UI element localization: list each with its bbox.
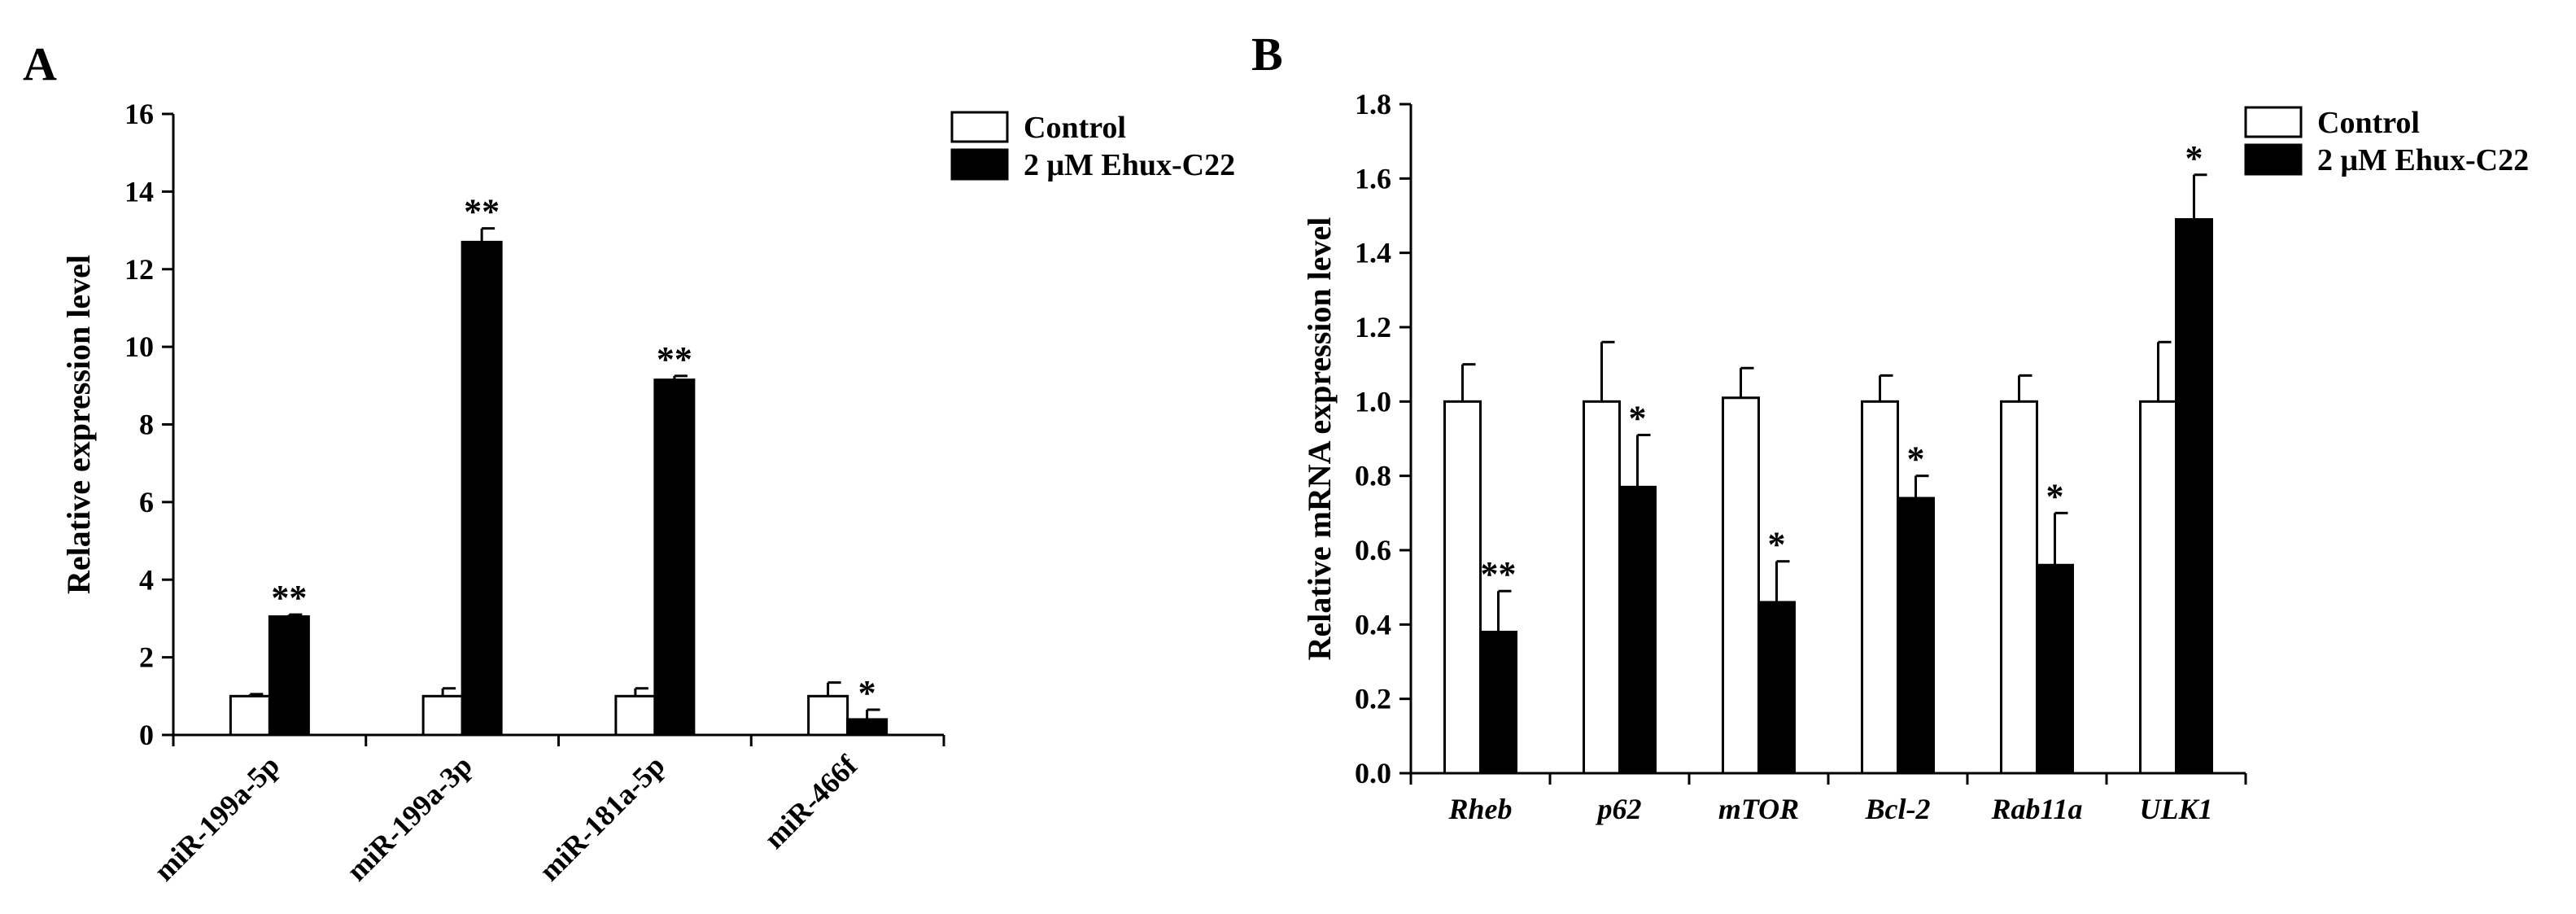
chart-b: 0.0 0.2 0.4 0.6 0.8 1.0 1.2 1.4 1.6 1.8 Relative m…: [1301, 88, 2529, 825]
x-tick-label: miR-199a-5p: [147, 749, 286, 887]
y-tick-label: 14: [124, 175, 154, 208]
significance-mark: *: [858, 673, 876, 713]
x-tick-label: mTOR: [1718, 793, 1799, 825]
y-tick-label: 8: [139, 409, 154, 441]
y-tick-label: 1.2: [1355, 311, 1391, 343]
x-tick-label: Rheb: [1447, 793, 1512, 825]
treatment-bar: [1618, 485, 1657, 775]
control-bar: [2000, 400, 2038, 775]
control-bar: [1861, 400, 1899, 775]
legend-swatch-control: [950, 111, 1009, 143]
y-tick-label: 1.0: [1355, 385, 1391, 418]
control-bar: [1722, 396, 1760, 775]
control-bar: [807, 694, 849, 737]
significance-mark: **: [464, 192, 500, 232]
y-tick-label: 0.6: [1355, 534, 1391, 566]
y-tick-label: 16: [124, 98, 154, 130]
treatment-bar: [653, 378, 696, 737]
x-tick-label: Bcl-2: [1865, 793, 1931, 825]
treatment-bar: [1897, 496, 1935, 775]
y-tick-label: 10: [124, 330, 154, 363]
x-tick-label: Rab11a: [1990, 793, 2082, 825]
y-tick-label: 12: [124, 253, 154, 286]
control-bar: [229, 694, 271, 737]
treatment-bar: [1479, 630, 1517, 775]
control-bar: [1583, 400, 1621, 775]
legend-swatch-treatment: [2244, 143, 2303, 176]
significance-mark: *: [1629, 398, 1647, 438]
treatment-bar: [2036, 563, 2074, 775]
significance-mark: *: [2046, 476, 2064, 516]
x-tick-label: p62: [1596, 793, 1642, 825]
treatment-bar: [461, 240, 503, 737]
x-tick-label: miR-181a-5p: [533, 749, 671, 887]
y-tick-label: 1.4: [1355, 237, 1391, 269]
y-axis-title: Relative expression level: [60, 255, 97, 594]
x-tick-label: miR-466f: [758, 749, 864, 855]
control-bar: [1443, 400, 1482, 775]
significance-mark: *: [1907, 440, 1925, 479]
significance-mark: *: [2185, 138, 2203, 178]
treatment-bar: [1757, 601, 1796, 775]
y-tick-label: 0.2: [1355, 683, 1391, 715]
treatment-bar: [268, 615, 310, 737]
significance-mark: *: [1768, 525, 1786, 565]
y-tick-label: 0.8: [1355, 460, 1391, 492]
x-tick-label: miR-199a-3p: [340, 749, 478, 887]
y-tick-label: 1.6: [1355, 162, 1391, 195]
legend-label-control: Control: [1024, 111, 1126, 145]
legend-swatch-control: [2244, 106, 2303, 138]
y-axis-title: Relative mRNA expression level: [1301, 217, 1338, 661]
y-tick-label: 1.8: [1355, 88, 1391, 120]
significance-mark: **: [1481, 554, 1517, 594]
legend-label-treatment: 2 μM Ehux-C22: [1024, 148, 1235, 182]
x-tick-label: ULK1: [2140, 793, 2213, 825]
y-tick-label: 6: [139, 486, 154, 518]
treatment-bar: [846, 718, 889, 737]
y-tick-label: 0.4: [1355, 608, 1391, 641]
y-tick-label: 0.0: [1355, 757, 1391, 789]
significance-mark: **: [657, 339, 692, 379]
legend-swatch-treatment: [950, 148, 1009, 181]
legend-label-treatment: 2 μM Ehux-C22: [2317, 143, 2529, 177]
y-tick-label: 4: [139, 563, 154, 596]
significance-mark: **: [271, 578, 307, 618]
panel-letter-b: B: [1251, 28, 1283, 81]
control-bar: [2139, 400, 2177, 775]
legend-label-control: Control: [2317, 106, 2420, 140]
y-tick-label: 2: [139, 641, 154, 674]
panel-letter-a: A: [23, 37, 57, 90]
control-bar: [421, 694, 464, 737]
treatment-bar: [2175, 218, 2213, 775]
control-bar: [614, 694, 657, 737]
y-tick-label: 0: [139, 719, 154, 751]
